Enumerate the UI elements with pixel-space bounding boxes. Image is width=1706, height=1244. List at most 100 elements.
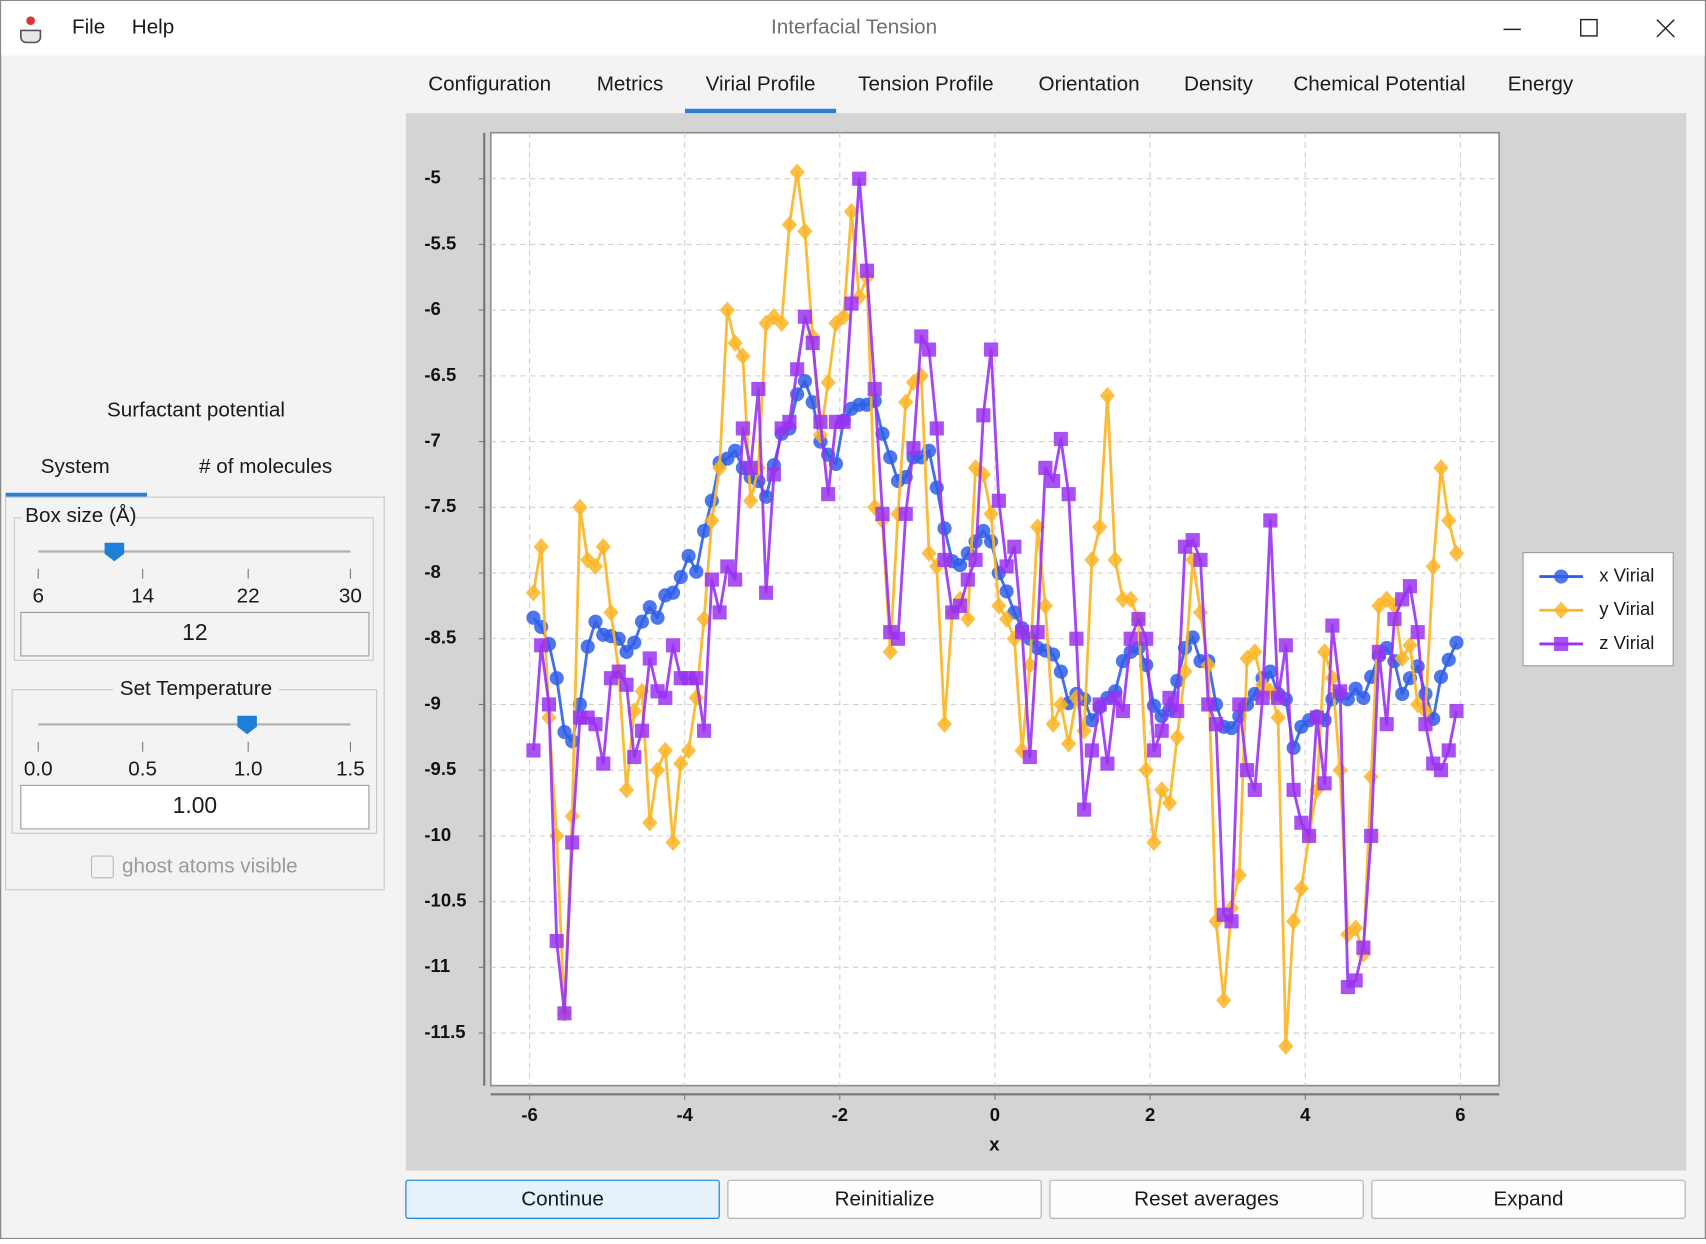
tab[interactable]: Orientation: [1039, 72, 1140, 95]
data-point: [1441, 743, 1456, 758]
button[interactable]: [1049, 1179, 1364, 1219]
tab[interactable]: Tension Profile: [858, 72, 994, 95]
tab[interactable]: Metrics: [597, 72, 664, 95]
data-point: [1278, 1037, 1294, 1055]
data-point: [1053, 431, 1068, 447]
text-field[interactable]: [20, 784, 370, 830]
data-point: [657, 741, 673, 760]
data-point: [820, 373, 836, 392]
data-point: [1084, 743, 1099, 758]
data-point: [1014, 741, 1030, 760]
data-point: [1449, 635, 1464, 650]
data-point: [936, 715, 953, 733]
y-tick-label: -8: [424, 561, 440, 582]
data-point: [642, 600, 657, 615]
data-point: [697, 723, 712, 738]
y-tick-label: -8.5: [424, 627, 456, 648]
data-point: [1348, 973, 1363, 988]
data-point: [774, 314, 790, 332]
data-point: [1100, 756, 1115, 771]
slider-label: 0.0: [24, 758, 53, 781]
data-point: [1123, 631, 1138, 646]
y-tick-label: -11: [424, 955, 450, 976]
data-point: [882, 643, 898, 661]
data-point: [999, 559, 1014, 574]
data-point: [588, 614, 603, 629]
data-point: [1007, 539, 1022, 554]
data-point: [1015, 625, 1030, 640]
data-point: [921, 342, 937, 357]
data-point: [1092, 518, 1108, 536]
button[interactable]: [405, 1179, 720, 1219]
data-point: [1433, 763, 1449, 778]
data-point: [728, 443, 743, 458]
data-point: [665, 585, 681, 600]
slider-label: 6: [32, 585, 44, 608]
data-point: [759, 585, 774, 600]
data-point: [1053, 664, 1068, 679]
legend-marker: [1553, 601, 1569, 619]
tab[interactable]: Virial Profile: [706, 72, 816, 95]
data-point: [619, 677, 634, 692]
data-point: [813, 414, 828, 429]
tab[interactable]: Energy: [1508, 72, 1574, 95]
button[interactable]: [1371, 1179, 1686, 1219]
tab[interactable]: # of molecules: [199, 455, 332, 478]
tab[interactable]: Chemical Potential: [1293, 72, 1465, 95]
data-point: [1286, 782, 1301, 797]
data-point: [1293, 879, 1309, 898]
data-point: [960, 572, 975, 587]
data-point: [1154, 723, 1169, 738]
tab[interactable]: System: [41, 455, 110, 478]
data-point: [728, 572, 743, 587]
slider-label: 22: [237, 585, 260, 608]
x-tick-label: -2: [832, 1104, 848, 1125]
group-label: Set Temperature: [120, 677, 272, 700]
data-point: [1294, 815, 1309, 830]
data-point: [588, 717, 603, 732]
data-point: [1255, 690, 1270, 705]
slider-thumb[interactable]: [237, 715, 257, 735]
data-point: [735, 421, 750, 436]
button-label: Continue: [521, 1187, 604, 1210]
maximize-button[interactable]: [1580, 18, 1598, 37]
tab[interactable]: Configuration: [428, 72, 551, 95]
data-point: [696, 610, 712, 628]
data-point: [1046, 473, 1061, 489]
data-point: [1302, 828, 1317, 843]
data-point: [1146, 833, 1162, 852]
close-button[interactable]: [1656, 19, 1675, 38]
data-point: [658, 690, 673, 705]
y-tick-label: -5.5: [424, 232, 456, 253]
data-point: [735, 347, 751, 365]
text-field[interactable]: [20, 611, 370, 657]
data-point: [852, 171, 867, 186]
data-point: [1317, 776, 1332, 791]
slider-thumb[interactable]: [104, 542, 125, 562]
legend-marker: [1554, 569, 1569, 584]
slider-label: 14: [131, 585, 154, 608]
checkbox[interactable]: [90, 855, 114, 879]
data-point: [906, 441, 921, 456]
y-tick-label: -10.5: [424, 890, 466, 911]
data-point: [1379, 717, 1394, 732]
menu-item[interactable]: File: [72, 16, 105, 39]
tab[interactable]: Density: [1184, 72, 1254, 95]
data-point: [1169, 728, 1185, 747]
data-point: [968, 552, 983, 567]
x-tick-label: -4: [676, 1104, 693, 1125]
data-point: [797, 374, 812, 389]
data-point: [836, 414, 851, 429]
data-point: [1402, 579, 1418, 594]
data-point: [1193, 552, 1208, 567]
button[interactable]: [727, 1179, 1042, 1219]
data-point: [1309, 710, 1324, 725]
menu-item[interactable]: Help: [132, 16, 174, 39]
group-label-bg: [21, 504, 136, 529]
checkbox-label: ghost atoms visible: [122, 854, 298, 877]
data-point: [890, 631, 906, 646]
legend-label: z Virial: [1599, 632, 1654, 653]
y-tick-label: -7.5: [424, 495, 456, 516]
x-tick-label: 6: [1455, 1104, 1465, 1125]
